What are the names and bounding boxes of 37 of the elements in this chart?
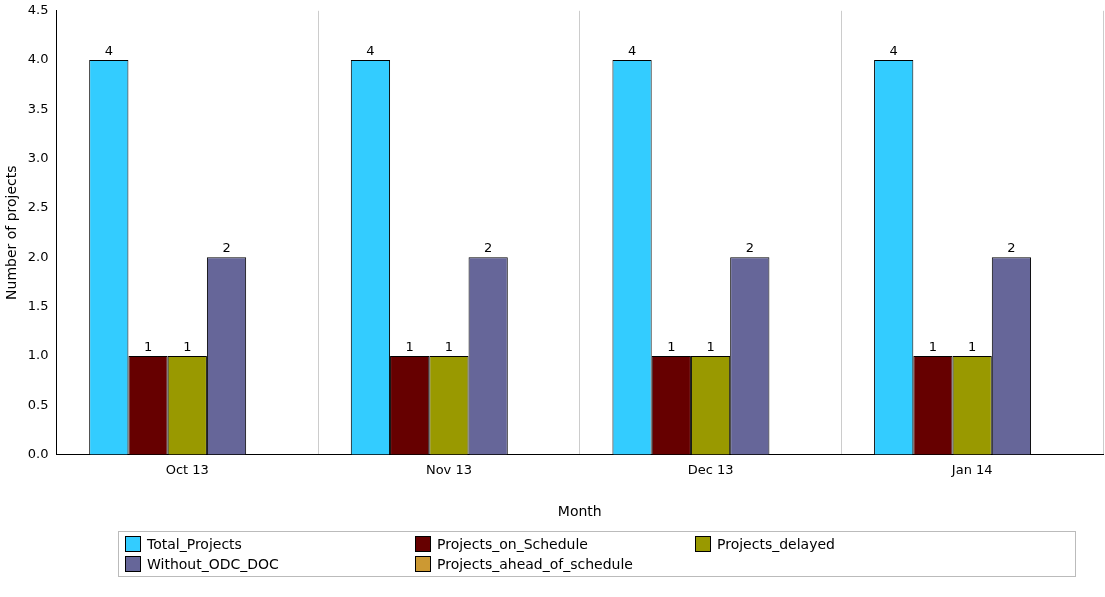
data-label: 2 <box>1007 240 1016 256</box>
data-label: 4 <box>627 42 637 58</box>
y-tick-label: 4.5 <box>27 2 49 18</box>
data-label: 4 <box>889 42 898 58</box>
data-label: 1 <box>706 338 715 354</box>
legend-label: Without_ODC_DOC <box>147 556 279 572</box>
x-axis-title: Month <box>557 503 602 520</box>
legend-label: Projects_ahead_of_schedule <box>437 556 633 572</box>
x-tick-label: Oct 13 <box>165 461 209 477</box>
data-label: 2 <box>745 240 754 256</box>
data-label: 1 <box>968 338 977 354</box>
data-label: 4 <box>366 42 375 58</box>
data-label: 1 <box>405 338 414 354</box>
y-tick-label: 0.0 <box>27 445 49 461</box>
data-label: 2 <box>484 240 493 256</box>
legend-label: Projects_on_Schedule <box>437 536 588 552</box>
y-tick-label: 0.5 <box>27 396 49 412</box>
legend-label: Projects_delayed <box>717 536 835 552</box>
x-tick-label: Dec 13 <box>687 461 734 477</box>
data-label: 2 <box>222 240 231 256</box>
x-tick-label: Jan 14 <box>950 461 993 477</box>
data-label: 4 <box>104 42 113 58</box>
data-label: 1 <box>928 338 938 354</box>
data-label: 1 <box>183 338 192 354</box>
y-tick-label: 3.0 <box>27 150 49 166</box>
legend-label: Total_Projects <box>147 536 242 552</box>
y-tick-label: 2.0 <box>27 248 49 264</box>
x-tick-label: Nov 13 <box>425 461 472 477</box>
y-tick-label: 3.5 <box>27 100 49 116</box>
y-tick-label: 4.0 <box>27 51 49 67</box>
y-tick-label: 1.5 <box>27 298 49 314</box>
data-label: 1 <box>143 338 153 354</box>
data-label: 1 <box>444 338 454 354</box>
data-label: 1 <box>667 338 676 354</box>
y-axis-title: Number of projects <box>3 165 20 300</box>
y-tick-label: 2.5 <box>27 199 49 215</box>
y-tick-label: 1.0 <box>27 347 49 363</box>
